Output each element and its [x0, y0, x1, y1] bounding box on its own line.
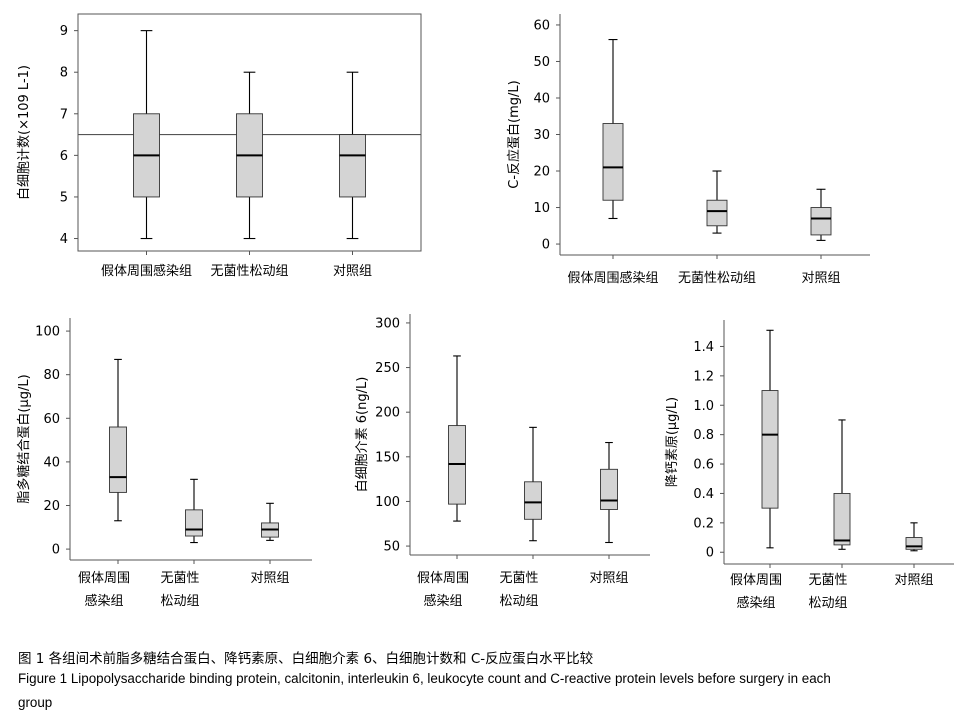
- y-tick-label: 200: [375, 406, 400, 421]
- y-axis-title: 白细胞计数(×109 L-1): [16, 65, 32, 200]
- y-axis-title: C-反应蛋白(mg/L): [506, 80, 522, 188]
- box-iqr: [600, 468, 618, 510]
- category-label: 假体周围感染组: [567, 270, 658, 286]
- y-tick-label: 5: [60, 190, 68, 205]
- y-tick-label: 1.2: [693, 369, 714, 384]
- box-3: [600, 441, 618, 544]
- y-tick-label: 0.4: [693, 487, 714, 502]
- y-axis-title: 白细胞介素 6(ng/L): [354, 377, 370, 493]
- box-iqr: [706, 199, 728, 227]
- box-2: [185, 478, 203, 544]
- category-label: 松动组: [160, 594, 199, 609]
- category-label: 感染组: [736, 595, 775, 611]
- category-label: 假体周围: [730, 573, 782, 588]
- y-tick-label: 1.0: [693, 399, 714, 414]
- category-label: 假体周围: [78, 571, 130, 586]
- category-label: 对照组: [250, 571, 289, 586]
- panel-lbp: 0 20 40 60 80 100 脂多糖结合蛋白(μg/L) 假体周围感染组 无菌性松动组 对照…: [16, 318, 312, 609]
- y-tick-label: 80: [43, 368, 60, 383]
- category-label: 对照组: [894, 573, 933, 588]
- category-label: 松动组: [808, 596, 847, 611]
- figure-caption-en-line1: Figure 1 Lipopolysaccharide binding prot…: [18, 671, 831, 686]
- box-3: [261, 502, 279, 541]
- box-iqr: [761, 390, 779, 509]
- category-label: 无菌性: [808, 573, 847, 588]
- box-2: [706, 170, 728, 234]
- figure-caption-zh: 图 1 各组间术前脂多糖结合蛋白、降钙素原、白细胞介素 6、白细胞计数和 C-反…: [18, 651, 594, 667]
- y-tick-label: 0: [542, 238, 550, 253]
- box-1: [448, 355, 466, 522]
- box-iqr: [185, 509, 203, 537]
- y-tick-label: 6: [60, 149, 68, 164]
- y-tick-label: 0.2: [693, 516, 714, 531]
- box-iqr: [810, 207, 832, 236]
- box-1: [109, 358, 127, 522]
- category-label: 松动组: [499, 594, 538, 609]
- y-tick-label: 8: [60, 66, 68, 81]
- category-label: 对照组: [801, 271, 840, 286]
- y-axis-title: 脂多糖结合蛋白(μg/L): [16, 374, 32, 503]
- y-tick-label: 0.8: [693, 428, 714, 443]
- y-tick-label: 10: [533, 201, 550, 216]
- y-tick-label: 100: [375, 495, 400, 510]
- y-tick-label: 0: [706, 546, 714, 561]
- category-label: 无菌性: [160, 571, 199, 586]
- box-2: [524, 426, 542, 542]
- box-1: [602, 39, 624, 220]
- y-tick-label: 0: [52, 543, 60, 558]
- y-tick-label: 300: [375, 316, 400, 331]
- category-label: 假体周围: [417, 571, 469, 586]
- category-label: 感染组: [423, 593, 462, 609]
- y-tick-label: 0.6: [693, 458, 714, 473]
- y-tick-label: 50: [533, 55, 550, 70]
- category-label: 无菌性松动组: [210, 264, 288, 279]
- category-label: 无菌性: [499, 571, 538, 586]
- panel-c-reactive-protein: 0 10 20 30 40 50 60 C-反应蛋白(mg/L) 假体周围感染组 无菌性松动组 对照…: [506, 14, 870, 286]
- panel-leukocyte-count: 4 5 6 7 8 9 白细胞计数(×109 L-1) 假体周围感染组 无菌性松动组 对照组: [16, 13, 422, 279]
- box-iqr: [339, 134, 366, 198]
- box-1: [133, 30, 160, 240]
- box-iqr: [524, 481, 542, 520]
- y-tick-label: 50: [383, 540, 400, 555]
- y-tick-label: 60: [43, 412, 60, 427]
- box-3: [810, 188, 832, 241]
- box-iqr: [109, 426, 127, 493]
- y-tick-label: 20: [43, 499, 60, 514]
- y-tick-label: 40: [533, 91, 550, 106]
- box-3: [905, 522, 923, 552]
- y-tick-label: 150: [375, 450, 400, 465]
- y-axis-title: 降钙素原(μg/L): [665, 397, 680, 487]
- category-label: 对照组: [589, 571, 628, 586]
- y-tick-label: 20: [533, 165, 550, 180]
- category-label: 对照组: [333, 264, 372, 279]
- box-iqr: [905, 537, 923, 550]
- y-tick-label: 100: [35, 325, 60, 340]
- figure-caption-en-line2: group: [18, 695, 53, 710]
- panel-procalcitonin: 0 0.2 0.4 0.6 0.8 1.0 1.2 1.4 降钙素原(μg/L) 假体周围感染组 无…: [665, 320, 954, 611]
- box-iqr: [833, 492, 851, 546]
- y-tick-label: 60: [533, 18, 550, 33]
- panel-interleukin-6: 50 100 150 200 250 300 白细胞介素 6(ng/L) 假体周围感染组 无菌性…: [354, 314, 650, 609]
- category-label: 假体周围感染组: [101, 263, 192, 279]
- y-tick-label: 30: [533, 128, 550, 143]
- category-label: 感染组: [84, 593, 123, 609]
- y-tick-label: 1.4: [693, 340, 714, 355]
- y-tick-label: 4: [60, 232, 68, 247]
- box-3: [339, 71, 366, 240]
- box-2: [833, 419, 851, 550]
- y-tick-label: 7: [60, 107, 68, 122]
- y-tick-label: 9: [60, 24, 68, 39]
- y-tick-label: 40: [43, 455, 60, 470]
- box-2: [236, 71, 263, 240]
- box-iqr: [602, 123, 624, 201]
- y-tick-label: 250: [375, 361, 400, 376]
- box-1: [761, 329, 779, 549]
- category-label: 无菌性松动组: [678, 271, 756, 286]
